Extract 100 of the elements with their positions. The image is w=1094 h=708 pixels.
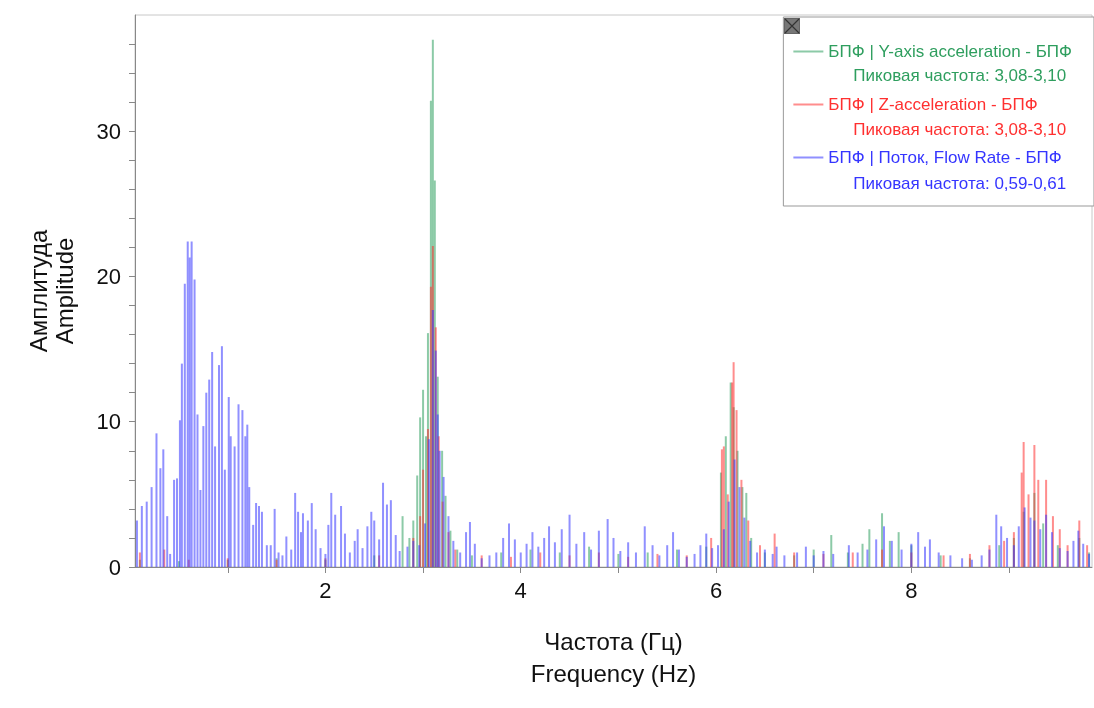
bar (740, 479, 743, 567)
bar (418, 545, 421, 567)
x-tick-label: 6 (709, 577, 723, 603)
bar (1077, 530, 1080, 567)
bar (150, 487, 153, 567)
bar (385, 504, 388, 567)
x-tick-label: 8 (905, 577, 918, 603)
bar (193, 279, 196, 567)
bar (500, 552, 503, 567)
bar (431, 309, 434, 567)
bar (961, 558, 964, 567)
bar (297, 511, 300, 567)
bar (733, 459, 736, 567)
bar (178, 420, 181, 567)
bar (135, 520, 138, 567)
bar (162, 449, 165, 567)
bar (1072, 540, 1075, 567)
bar (775, 546, 778, 567)
bar (246, 424, 249, 567)
y-axis-title: Амплитуда Amplitude (24, 228, 78, 353)
bar (138, 552, 141, 567)
bar (722, 529, 725, 567)
bar (398, 551, 401, 567)
bar (1020, 472, 1023, 567)
bar (711, 548, 714, 567)
bar (330, 492, 333, 567)
bar (705, 533, 708, 567)
bar (169, 553, 172, 567)
bar (155, 433, 158, 567)
bar (968, 553, 971, 567)
bar (265, 545, 268, 567)
bar (720, 449, 723, 567)
bar (553, 542, 556, 567)
bar (408, 537, 411, 567)
bar (229, 436, 232, 567)
bar (334, 514, 337, 567)
bar (1042, 523, 1045, 567)
legend-label: БПФ | Y-axis acceleration - БПФ (828, 42, 1073, 61)
bar (832, 553, 835, 567)
bar (237, 404, 240, 567)
bar (634, 552, 637, 567)
bar (980, 555, 983, 567)
bar (314, 529, 317, 567)
bar (273, 508, 276, 567)
bar (1037, 479, 1040, 567)
bar (612, 537, 615, 567)
bar (666, 545, 669, 567)
bar (1086, 545, 1089, 567)
bar (502, 537, 505, 567)
bar (361, 548, 364, 567)
bar (324, 553, 327, 567)
bar (583, 532, 586, 567)
bar (248, 487, 251, 567)
bar (495, 552, 498, 567)
bar (281, 555, 284, 567)
bar (724, 436, 727, 567)
bar (804, 546, 807, 567)
bar (488, 555, 491, 567)
bar (773, 533, 776, 567)
bar (180, 363, 183, 567)
bar (525, 543, 528, 567)
bar (366, 526, 369, 567)
bar (1033, 520, 1036, 567)
bar (868, 529, 871, 567)
bar (208, 379, 211, 567)
bar (866, 549, 869, 567)
bar (693, 553, 696, 567)
bar (159, 468, 162, 567)
bar (856, 552, 859, 567)
bar (465, 532, 468, 567)
bar (382, 482, 385, 567)
bar (183, 283, 186, 567)
bar (319, 548, 322, 567)
legend-label: БПФ | Поток, Flow Rate - БПФ (828, 148, 1062, 167)
bar (269, 545, 272, 567)
legend-label: БПФ | Z-acceleration - БПФ (828, 95, 1038, 114)
bar (917, 532, 920, 567)
bar (830, 535, 833, 567)
bar (470, 555, 473, 567)
bar (285, 536, 288, 567)
bar (758, 545, 761, 567)
bar (537, 546, 540, 567)
bar (447, 516, 450, 567)
bar (429, 286, 432, 567)
bar (1017, 526, 1020, 567)
bar (727, 501, 730, 567)
bar (699, 545, 702, 567)
bar (223, 469, 226, 567)
bar (416, 475, 419, 567)
bar (743, 517, 746, 567)
bar (756, 552, 759, 567)
bar (202, 426, 205, 567)
bar (900, 549, 903, 567)
bar (214, 446, 217, 567)
bar (1000, 526, 1003, 567)
bar (995, 514, 998, 567)
bar (300, 532, 303, 567)
bar (924, 546, 927, 567)
bar (196, 414, 199, 567)
bar (310, 503, 313, 567)
